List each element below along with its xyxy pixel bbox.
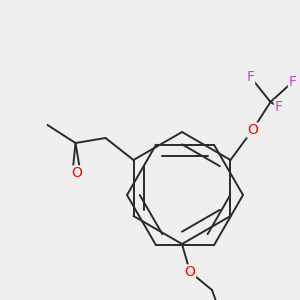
Text: F: F (247, 70, 254, 84)
Text: O: O (184, 265, 195, 279)
Text: O: O (71, 166, 82, 180)
Text: O: O (247, 123, 258, 137)
Text: F: F (289, 75, 296, 89)
Text: F: F (274, 100, 283, 114)
